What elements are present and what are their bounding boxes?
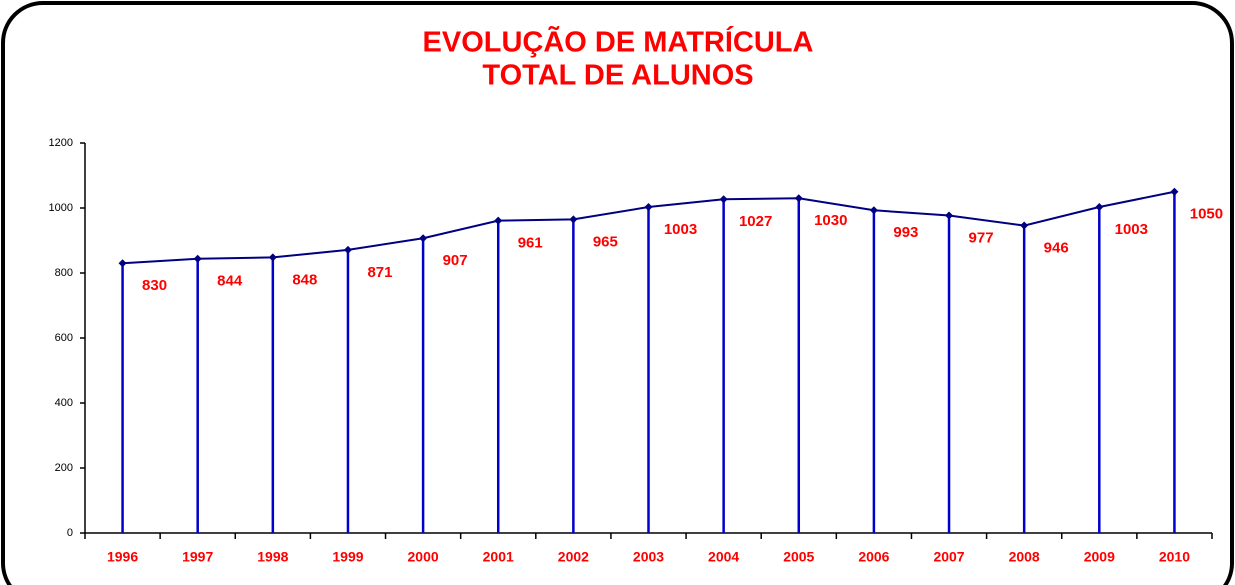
data-label: 993 <box>893 224 918 241</box>
x-tick-label: 2001 <box>483 549 514 565</box>
data-label: 1050 <box>1190 206 1223 223</box>
x-tick-label: 1998 <box>257 549 288 565</box>
marker <box>494 216 503 225</box>
marker <box>268 253 277 262</box>
data-label: 907 <box>443 252 468 269</box>
marker <box>118 259 127 268</box>
x-tick-label: 1999 <box>332 549 363 565</box>
marker <box>343 245 352 254</box>
marker <box>945 211 954 220</box>
y-tick-label: 1000 <box>49 202 73 214</box>
chart-subtitle: TOTAL DE ALUNOS <box>482 60 753 92</box>
y-tick-label: 400 <box>55 397 73 409</box>
x-tick-label: 2003 <box>633 549 664 565</box>
data-label: 871 <box>367 264 392 281</box>
chart-title: EVOLUÇÃO DE MATRÍCULA <box>423 25 814 59</box>
x-tick-label: 2004 <box>708 549 739 565</box>
data-label: 848 <box>292 271 317 288</box>
marker <box>794 194 803 203</box>
data-label: 946 <box>1044 240 1069 257</box>
x-tick-label: 2006 <box>858 549 889 565</box>
y-tick-label: 200 <box>55 462 73 474</box>
data-label: 965 <box>593 233 618 250</box>
marker <box>719 195 728 204</box>
data-label: 1003 <box>1115 221 1148 238</box>
marker <box>569 215 578 224</box>
marker <box>193 254 202 263</box>
y-tick-label: 600 <box>55 332 73 344</box>
x-tick-label: 2002 <box>558 549 589 565</box>
data-label: 1030 <box>814 212 847 229</box>
marker <box>419 234 428 243</box>
x-tick-label: 1996 <box>107 549 138 565</box>
x-tick-label: 2005 <box>783 549 814 565</box>
y-tick-label: 0 <box>67 527 73 539</box>
data-label: 830 <box>142 277 167 294</box>
x-tick-label: 2007 <box>933 549 964 565</box>
x-tick-label: 2010 <box>1159 549 1190 565</box>
data-label: 1003 <box>664 221 697 238</box>
data-label: 977 <box>969 229 994 246</box>
x-tick-label: 2000 <box>408 549 439 565</box>
x-tick-label: 2008 <box>1009 549 1040 565</box>
y-tick-label: 1200 <box>49 137 73 149</box>
x-tick-label: 2009 <box>1084 549 1115 565</box>
data-label: 844 <box>217 273 243 290</box>
data-label: 1027 <box>739 213 772 230</box>
marker <box>869 206 878 215</box>
marker <box>1170 187 1179 196</box>
marker <box>1020 221 1029 230</box>
x-tick-label: 1997 <box>182 549 213 565</box>
data-label: 961 <box>518 235 543 252</box>
marker <box>644 203 653 212</box>
marker <box>1095 203 1104 212</box>
y-tick-label: 800 <box>55 267 73 279</box>
